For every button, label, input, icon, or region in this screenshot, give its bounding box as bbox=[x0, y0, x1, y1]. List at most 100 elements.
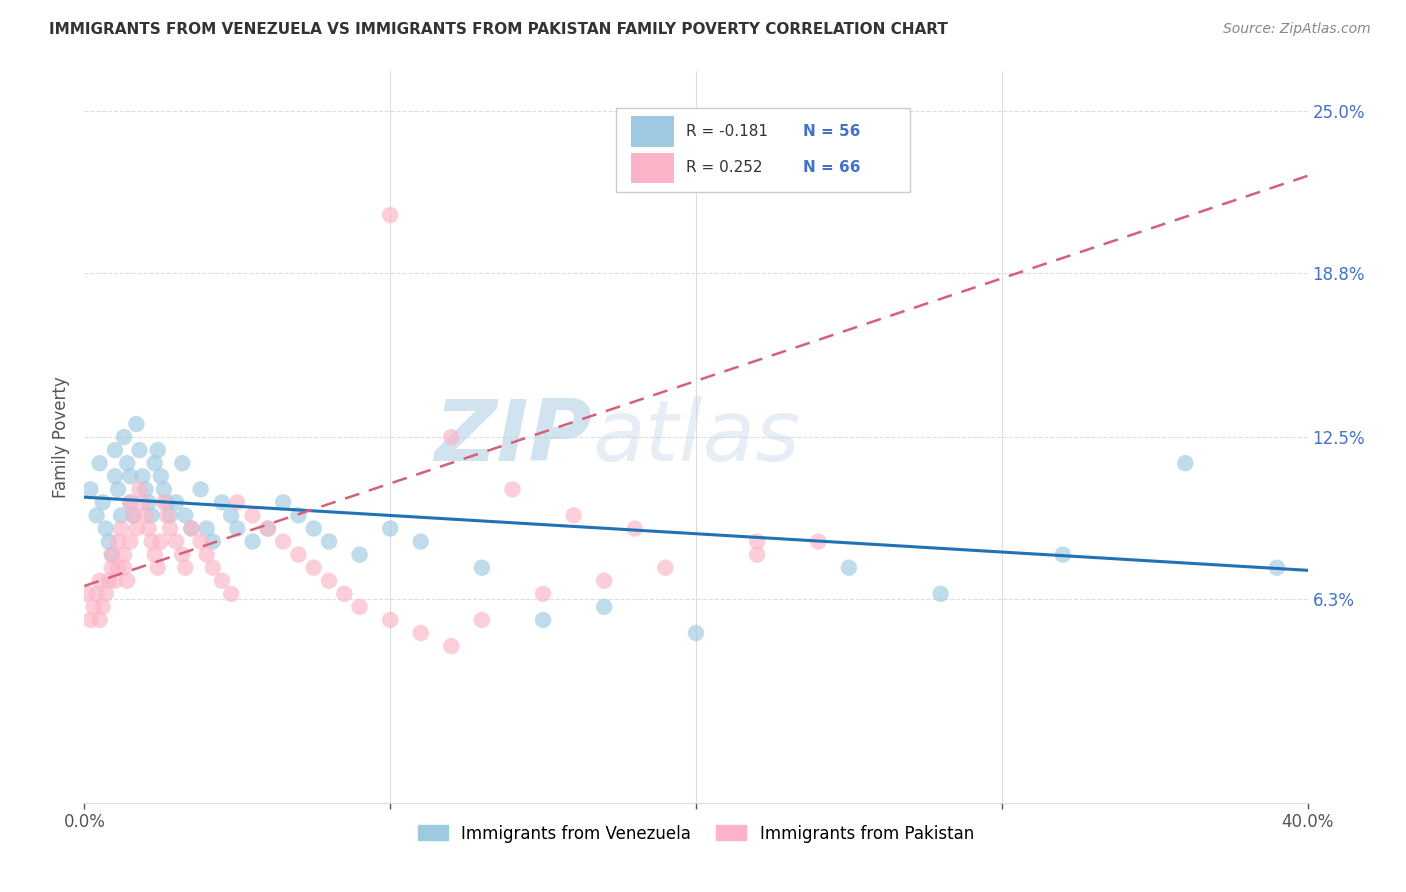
Point bbox=[107, 560, 129, 574]
Text: Source: ZipAtlas.com: Source: ZipAtlas.com bbox=[1223, 22, 1371, 37]
Point bbox=[107, 534, 129, 549]
Y-axis label: Family Poverty: Family Poverty bbox=[52, 376, 70, 498]
Point bbox=[380, 521, 402, 535]
Point bbox=[146, 560, 169, 574]
Point bbox=[807, 534, 830, 549]
Point bbox=[195, 548, 218, 562]
Text: R = 0.252: R = 0.252 bbox=[686, 161, 763, 176]
Point bbox=[180, 521, 202, 535]
Text: R = -0.181: R = -0.181 bbox=[686, 124, 769, 139]
Point bbox=[110, 521, 132, 535]
Point bbox=[89, 574, 111, 588]
Point bbox=[112, 560, 135, 574]
Point bbox=[146, 443, 169, 458]
Point bbox=[190, 534, 212, 549]
Point bbox=[302, 521, 325, 535]
Point bbox=[201, 534, 224, 549]
Point bbox=[226, 495, 249, 509]
Point bbox=[838, 560, 860, 574]
Point bbox=[120, 495, 142, 509]
Point bbox=[122, 508, 145, 523]
Point bbox=[257, 521, 280, 535]
Point bbox=[101, 548, 124, 562]
Point bbox=[349, 548, 371, 562]
Point bbox=[115, 456, 138, 470]
Point bbox=[1052, 548, 1074, 562]
Point bbox=[112, 430, 135, 444]
Point bbox=[94, 587, 117, 601]
Point bbox=[91, 599, 114, 614]
Point bbox=[242, 534, 264, 549]
Point bbox=[128, 483, 150, 497]
Point bbox=[153, 483, 176, 497]
FancyBboxPatch shape bbox=[616, 108, 910, 192]
Point bbox=[593, 599, 616, 614]
Point bbox=[271, 495, 294, 509]
Point bbox=[101, 548, 124, 562]
Bar bbox=[631, 116, 675, 146]
Point bbox=[141, 508, 163, 523]
Point bbox=[471, 560, 494, 574]
Point bbox=[318, 534, 340, 549]
Point bbox=[143, 548, 166, 562]
Point bbox=[685, 626, 707, 640]
Point bbox=[380, 208, 402, 222]
Point bbox=[302, 560, 325, 574]
Point bbox=[226, 521, 249, 535]
Point bbox=[86, 508, 108, 523]
Point bbox=[76, 587, 98, 601]
Point bbox=[91, 495, 114, 509]
Point bbox=[138, 521, 160, 535]
Point bbox=[165, 534, 187, 549]
Point bbox=[104, 574, 127, 588]
Point bbox=[211, 495, 233, 509]
Point bbox=[107, 483, 129, 497]
Point bbox=[125, 521, 148, 535]
Point bbox=[131, 495, 153, 509]
Point bbox=[531, 587, 554, 601]
Point bbox=[128, 443, 150, 458]
Point bbox=[86, 587, 108, 601]
Point bbox=[593, 574, 616, 588]
Point bbox=[180, 521, 202, 535]
Point bbox=[89, 613, 111, 627]
Point bbox=[195, 521, 218, 535]
Legend: Immigrants from Venezuela, Immigrants from Pakistan: Immigrants from Venezuela, Immigrants fr… bbox=[412, 818, 980, 849]
Point bbox=[122, 508, 145, 523]
Point bbox=[747, 534, 769, 549]
Point bbox=[149, 469, 172, 483]
Point bbox=[89, 456, 111, 470]
Point bbox=[219, 587, 242, 601]
Point bbox=[172, 548, 194, 562]
Point bbox=[440, 430, 463, 444]
Point bbox=[440, 639, 463, 653]
Point bbox=[115, 574, 138, 588]
Point bbox=[79, 483, 101, 497]
Point bbox=[131, 469, 153, 483]
Point bbox=[287, 508, 309, 523]
Point bbox=[97, 534, 120, 549]
Point bbox=[1174, 456, 1197, 470]
Point bbox=[318, 574, 340, 588]
Point bbox=[94, 521, 117, 535]
Point bbox=[120, 469, 142, 483]
Point bbox=[135, 483, 157, 497]
Point bbox=[190, 483, 212, 497]
Point bbox=[333, 587, 356, 601]
Point bbox=[83, 599, 105, 614]
Point bbox=[349, 599, 371, 614]
Point bbox=[143, 456, 166, 470]
Point bbox=[409, 626, 432, 640]
Point bbox=[174, 560, 197, 574]
Point bbox=[271, 534, 294, 549]
Point bbox=[79, 613, 101, 627]
Point bbox=[159, 521, 181, 535]
Text: ZIP: ZIP bbox=[434, 395, 592, 479]
Point bbox=[1265, 560, 1288, 574]
Point bbox=[219, 508, 242, 523]
Point bbox=[159, 508, 181, 523]
Point bbox=[165, 495, 187, 509]
Point bbox=[138, 495, 160, 509]
Text: N = 66: N = 66 bbox=[803, 161, 860, 176]
Point bbox=[409, 534, 432, 549]
